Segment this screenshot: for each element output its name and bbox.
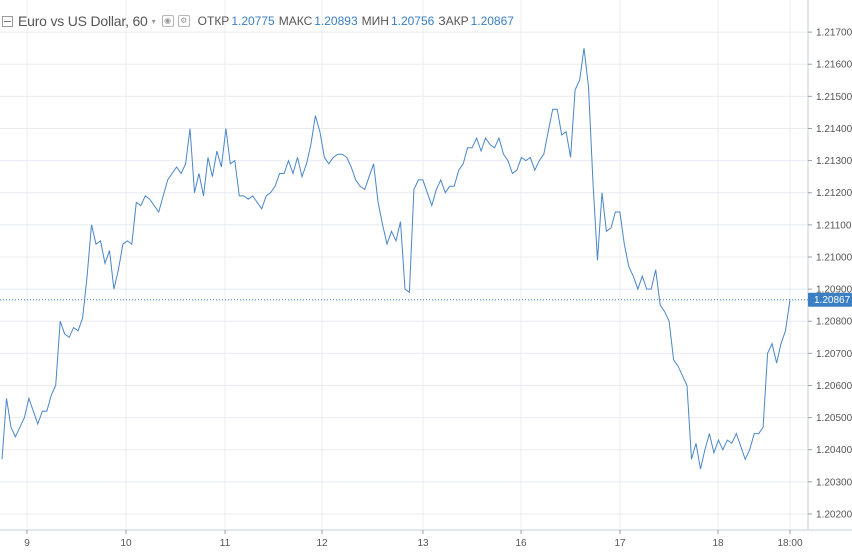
x-tick-label: 18:00 [777,538,802,549]
x-tick-label: 16 [515,538,527,549]
y-tick-label: 1.21100 [816,220,852,231]
settings-gear-icon[interactable]: ⚙ [177,15,190,27]
y-tick-label: 1.20900 [816,285,852,296]
last-price-value: 1.20867 [814,295,851,306]
x-tick-label: 18 [712,538,724,549]
chart-header: Euro vs US Dollar, 60 ▾ ◉ ⚙ ОТКР 1.20775… [2,10,514,32]
low-label: МИН [361,14,389,28]
time-scale: 9 10 11 12 13 16 17 18 18:00 [24,530,803,549]
symbol-title[interactable]: Euro vs US Dollar, 60 [18,13,148,29]
high-label: МАКС [278,14,313,28]
price-series-line [1,48,791,470]
y-tick-label: 1.20600 [816,381,852,392]
high-value: 1.20893 [314,14,358,28]
x-tick-label: 9 [24,538,30,549]
price-scale: 1.21700 1.21600 1.21500 1.21400 1.21300 1.212… [808,28,852,520]
visibility-icon[interactable]: ◉ [161,15,174,27]
y-tick-label: 1.21300 [816,156,852,167]
y-tick-label: 1.21700 [816,28,852,39]
y-tick-label: 1.20200 [816,509,852,520]
y-tick-label: 1.20700 [816,349,852,360]
last-price-badge-bg [808,292,852,307]
close-label: ЗАКР [438,14,469,28]
y-tick-label: 1.20300 [816,477,852,488]
y-tick-label: 1.21200 [816,188,852,199]
chevron-down-icon[interactable]: ▾ [151,16,156,26]
y-tick-label: 1.21400 [816,124,852,135]
y-tick-label: 1.20400 [816,445,852,456]
open-value: 1.20775 [231,14,275,28]
collapse-legend-icon[interactable] [2,15,13,27]
y-tick-label: 1.20500 [816,413,852,424]
x-tick-label: 12 [316,538,328,549]
y-tick-label: 1.20800 [816,317,852,328]
low-value: 1.20756 [390,14,435,28]
last-price-badge: 1.20867 [808,292,852,307]
y-tick-label: 1.21500 [816,92,852,103]
y-tick-label: 1.21600 [816,60,852,71]
x-tick-label: 13 [417,538,429,549]
x-tick-label: 11 [220,538,231,549]
y-tick-label: 1.21000 [816,252,852,263]
close-value: 1.20867 [470,14,514,28]
x-tick-label: 17 [614,538,626,549]
open-label: ОТКР [197,14,230,28]
x-tick-label: 10 [120,538,132,549]
grid [0,0,808,530]
